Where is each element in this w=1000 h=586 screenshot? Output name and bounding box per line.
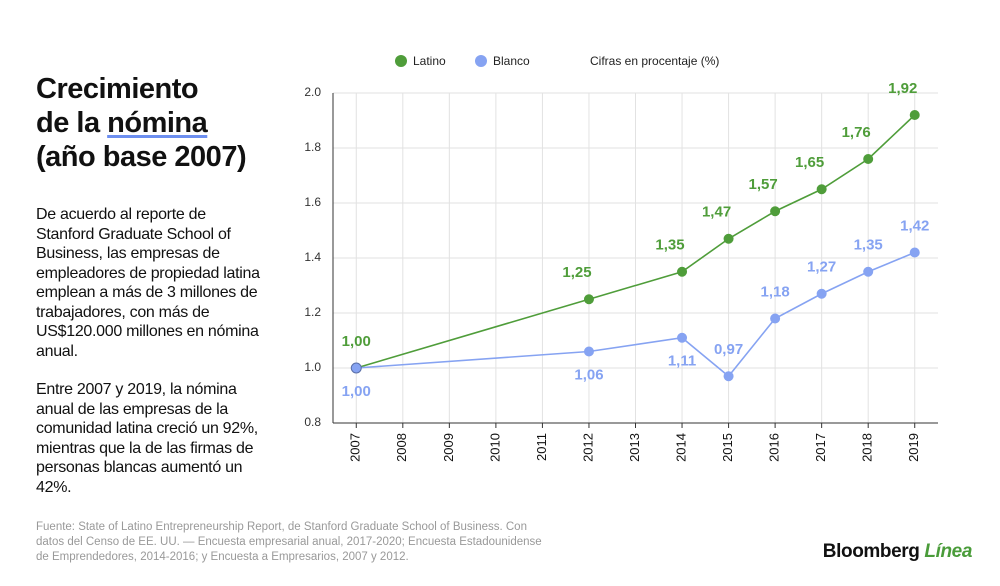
x-tick-label: 2016 [767, 433, 782, 462]
data-label: 1,35 [655, 237, 684, 254]
data-point [677, 332, 688, 343]
legend-swatch [475, 55, 487, 67]
data-label: 1,06 [574, 366, 603, 383]
y-tick-label: 1.4 [304, 250, 321, 264]
data-point [723, 371, 734, 382]
x-tick-label: 2019 [906, 433, 921, 462]
x-tick-label: 2007 [348, 433, 363, 462]
data-point [863, 266, 874, 277]
x-tick-label: 2012 [580, 433, 595, 462]
data-point [583, 346, 594, 357]
data-label: 1,92 [888, 80, 917, 97]
legend-label: Blanco [493, 54, 530, 68]
data-label: 1,47 [702, 204, 731, 221]
data-point [816, 184, 827, 195]
data-label: 1,25 [562, 264, 591, 281]
title-line: de la nómina [36, 106, 246, 140]
x-tick-label: 2017 [813, 433, 828, 462]
series-line [356, 114, 916, 369]
data-point [816, 288, 827, 299]
data-point [583, 294, 594, 305]
y-tick-label: 1.8 [304, 140, 321, 154]
panel-title: Crecimiento de la nómina (año base 2007) [36, 72, 247, 174]
data-label: 1,35 [854, 237, 883, 254]
data-label: 1,57 [749, 176, 778, 193]
x-tick-label: 2008 [394, 433, 409, 462]
y-tick-label: 2.0 [304, 85, 321, 99]
title-line: (año base 2007) [36, 141, 247, 173]
data-label: 1,11 [668, 353, 696, 370]
data-label: 0,97 [714, 341, 743, 358]
data-label: 1,76 [842, 124, 871, 141]
data-label: 1,42 [900, 217, 929, 234]
legend-swatch [395, 55, 407, 67]
y-tick-label: 1.0 [304, 360, 321, 374]
data-label: 1,00 [342, 383, 371, 400]
x-tick-label: 2010 [487, 433, 502, 462]
series-line [356, 251, 916, 378]
data-point [350, 362, 362, 374]
data-point [770, 313, 781, 324]
title-line: Crecimiento [36, 73, 199, 105]
title-highlight: nómina [107, 107, 208, 139]
x-tick-label: 2011 [534, 433, 549, 461]
data-label: 1,27 [807, 259, 836, 276]
data-point [909, 247, 920, 258]
x-tick-label: 2018 [860, 433, 875, 462]
data-point [909, 110, 920, 120]
paragraph: De acuerdo al reporte de Stanford Gradua… [36, 206, 260, 360]
data-point [723, 233, 734, 244]
brand: Bloomberg Línea [822, 541, 973, 563]
x-tick-label: 2015 [720, 433, 735, 462]
y-tick-label: 0.8 [304, 415, 321, 429]
data-label: 1,00 [342, 333, 371, 350]
x-tick-label: 2009 [441, 433, 456, 462]
y-tick-label: 1.2 [304, 305, 321, 319]
y-tick-label: 1.6 [304, 195, 321, 209]
brand-name: Bloomberg [822, 541, 920, 562]
data-point [863, 154, 874, 164]
legend-label: Latino [413, 54, 446, 68]
title-part: de la [36, 107, 100, 139]
data-point [770, 206, 781, 217]
data-label: 1,18 [761, 283, 790, 300]
chart-note: Cifras en procentaje (%) [590, 54, 719, 68]
data-point [677, 266, 688, 277]
x-tick-label: 2014 [673, 433, 688, 462]
brand-name: Línea [924, 541, 972, 562]
data-label: 1,65 [795, 154, 824, 171]
paragraph: Entre 2007 y 2019, la nómina anual de la… [36, 381, 258, 496]
x-tick-label: 2013 [627, 433, 642, 462]
source-note: Fuente: State of Latino Entrepreneurship… [36, 521, 542, 563]
